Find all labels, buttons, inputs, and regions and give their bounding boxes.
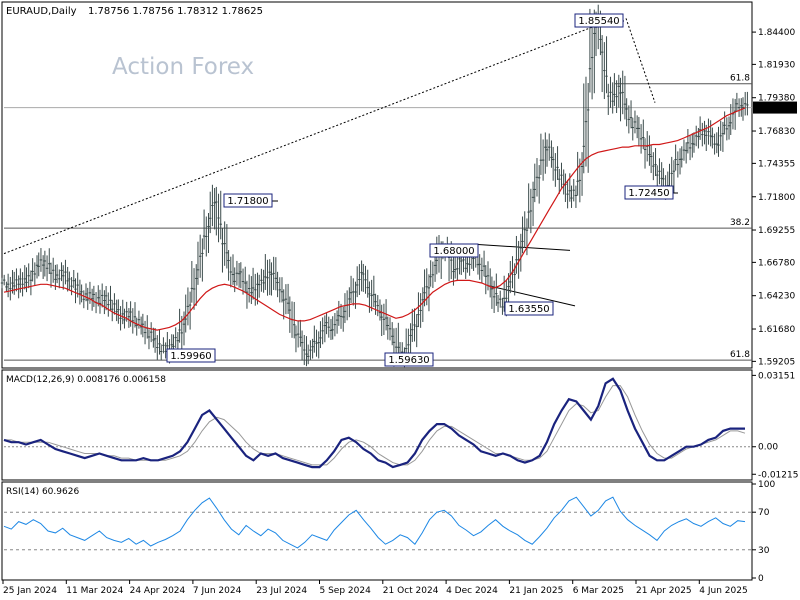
- y-axis-main: 1.84400 1.81930 1.79380 1.76830 1.74355 1.718…: [752, 28, 797, 367]
- fib-label: 38.2: [730, 218, 750, 228]
- macd-panel-frame: [1, 369, 753, 481]
- x-tick-label: 25 Jan 2024: [3, 586, 57, 596]
- last-price-badge: [753, 101, 797, 114]
- x-tick-label: 21 Oct 2024: [383, 586, 439, 596]
- y-tick-label: -0.01215: [758, 470, 798, 480]
- x-tick-label: 11 Mar 2024: [66, 586, 123, 596]
- y-tick-label: 1.84400: [758, 28, 795, 38]
- annotation-box: [166, 348, 216, 363]
- x-tick-label: 7 Jun 2024: [193, 586, 242, 596]
- y-tick-label: 1.76830: [758, 127, 795, 137]
- x-tick-label: 24 Apr 2024: [130, 586, 186, 596]
- rsi-panel: [3, 496, 752, 551]
- annotation-box: [384, 352, 434, 367]
- annotation-label: 1.72450: [628, 188, 669, 199]
- annotation-box: [429, 243, 479, 258]
- watermark: Action Forex: [112, 54, 254, 80]
- annotation-label: 1.59960: [170, 351, 211, 362]
- y-axis-rsi: 100 70 30 0: [752, 480, 775, 584]
- y-tick-label: 1.81930: [758, 60, 795, 70]
- y-tick-label: 1.66780: [758, 258, 795, 268]
- main-panel: 61.8 38.2 61.8 1.85540 1.71800 1.68000 1.63550…: [0, 4, 752, 368]
- annotation-label: 1.68000: [433, 246, 474, 257]
- rsi-panel-frame: [1, 481, 753, 581]
- x-tick-label: 21 Apr 2025: [636, 586, 692, 596]
- fib-label: 61.8: [730, 74, 750, 84]
- wedge-line: [487, 285, 576, 307]
- annotation-box: [504, 301, 554, 316]
- y-tick-label: 1.74355: [758, 159, 795, 169]
- annotation-label: 1.59630: [388, 355, 429, 366]
- macd-panel: [3, 377, 752, 469]
- moving-average-line: [3, 107, 746, 331]
- wedge-line: [477, 243, 571, 251]
- rsi-title: RSI(14) 60.9626: [6, 487, 79, 497]
- y-tick-label: 30: [758, 546, 770, 556]
- trend-line-dotted-2: [625, 18, 656, 103]
- y-axis-macd: 0.03151 0.00 -0.01215: [752, 371, 798, 480]
- y-tick-label: 1.79380: [758, 94, 795, 104]
- x-tick-label: 4 Dec 2024: [446, 586, 498, 596]
- annotation-box: [223, 193, 273, 208]
- y-tick-label: 1.71800: [758, 193, 795, 203]
- trend-line-dotted: [3, 16, 619, 255]
- x-tick-label: 21 Jan 2025: [509, 586, 563, 596]
- macd-line: [3, 377, 745, 469]
- annotation-box: [624, 185, 674, 200]
- macd-signal-line: [4, 385, 746, 466]
- x-tick-label: 4 Jun 2025: [699, 586, 747, 596]
- annotation-label: 1.63550: [508, 304, 549, 315]
- x-tick-label: 6 Mar 2025: [573, 586, 624, 596]
- y-tick-label: 1.61680: [758, 325, 795, 335]
- y-tick-label: 1.59205: [758, 357, 795, 367]
- annotation-label: 1.71800: [227, 196, 268, 207]
- x-tick-label: 23 Jul 2024: [256, 586, 307, 596]
- rsi-line: [3, 496, 746, 549]
- fib-label: 61.8: [730, 350, 750, 360]
- ohlc-header: 1.78756 1.78756 1.78312 1.78625: [88, 6, 263, 17]
- chart-title: EURAUD,Daily: [6, 6, 77, 17]
- last-price-label: 1.78625: [757, 104, 794, 114]
- x-axis: 25 Jan 2024 11 Mar 2024 24 Apr 2024 7 Jun 2…: [2, 580, 748, 596]
- y-tick-label: 0.00: [758, 443, 778, 453]
- annotation-box: [574, 13, 624, 28]
- macd-title: MACD(12,26,9) 0.008176 0.006158: [6, 375, 166, 385]
- y-tick-label: 1.64230: [758, 292, 795, 302]
- y-tick-label: 1.69255: [758, 226, 795, 236]
- y-tick-label: 100: [758, 480, 775, 490]
- x-tick-label: 5 Sep 2024: [320, 586, 372, 596]
- y-tick-label: 70: [758, 508, 770, 518]
- annotation-label: 1.85540: [578, 16, 619, 27]
- y-tick-label: 0.03151: [758, 371, 795, 381]
- y-tick-label: 0: [758, 574, 764, 584]
